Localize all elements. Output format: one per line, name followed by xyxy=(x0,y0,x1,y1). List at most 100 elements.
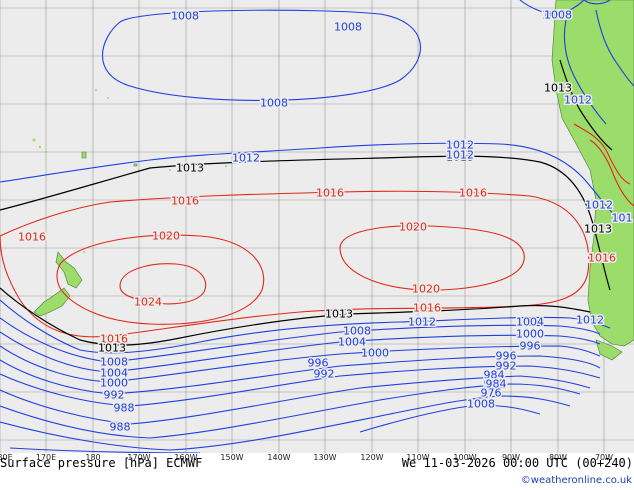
fiji-islands xyxy=(81,151,87,159)
longitude-label: 70W xyxy=(594,453,614,462)
isobar-996-south xyxy=(0,355,601,395)
isobar-label: 1012 xyxy=(232,152,260,165)
isobar-label: 1004 xyxy=(100,367,128,380)
isobar-label: 992 xyxy=(314,368,335,381)
map-panel: 1008 1008 1008 1008 1012 1012 1013 1013 1013 1016… xyxy=(0,0,634,453)
isobar-label: 992 xyxy=(496,360,517,373)
isobar-label: 1020 xyxy=(152,230,180,243)
island-dot xyxy=(179,299,181,301)
isobar-980-south xyxy=(0,395,571,451)
island-dot xyxy=(32,138,36,142)
island-dot xyxy=(38,145,42,149)
map-footer: 80E 170E 180 170W 160W 150W 140W 130W 120W 110W 10… xyxy=(0,453,634,490)
new-zealand-south-island xyxy=(33,287,71,317)
isobar-label: 996 xyxy=(308,357,329,370)
tierra-del-fuego xyxy=(595,339,623,361)
island-dot xyxy=(95,89,97,91)
isobar-label: 1012 xyxy=(446,149,474,162)
isobar-1016-ring xyxy=(0,190,590,338)
isobar-1000-south xyxy=(0,345,601,383)
isobar-label: 1012 xyxy=(564,94,592,107)
isobar-labels: 1008100810081008101210121013101310131016… xyxy=(17,7,634,435)
longitude-label: 130W xyxy=(313,453,337,462)
isobar-label: 984 xyxy=(486,378,507,391)
isobar-1012-south xyxy=(0,299,611,354)
isobar-1016-coastal-inner xyxy=(589,139,634,207)
isobar-label: 1008 xyxy=(544,9,572,22)
isobar-label: 996 xyxy=(496,350,517,363)
longitude-label: 150W xyxy=(220,453,244,462)
isobar-label: 1004 xyxy=(338,336,366,349)
isobar-label: 1013 xyxy=(176,162,204,175)
isobar-1004-south xyxy=(0,331,601,373)
longitude-label: 100W xyxy=(453,453,477,462)
isobar-1008-northeast xyxy=(519,0,585,15)
isobar-label: 1016 xyxy=(171,195,199,208)
isobar-label: 1008 xyxy=(542,9,570,22)
longitude-label: 90W xyxy=(501,453,521,462)
isobar-label: 976 xyxy=(481,387,502,400)
isobar-1024-west xyxy=(119,263,207,305)
isobar-992-south xyxy=(0,365,601,407)
longitude-label: 140W xyxy=(267,453,291,462)
isobar-label: 1000 xyxy=(361,347,389,360)
isobar-label: 1013 xyxy=(325,308,353,321)
isobar-label: 1016 xyxy=(413,302,441,315)
island-dot xyxy=(169,169,171,171)
isobar-1008-coastal xyxy=(595,9,634,87)
isobar-label: 980 xyxy=(484,378,505,391)
isobar-1012-northeast xyxy=(583,0,611,5)
isobar-1013-north xyxy=(0,155,611,291)
longitude-label: 80E xyxy=(0,453,13,462)
longitude-label: 80W xyxy=(548,453,568,462)
ocean-background xyxy=(0,0,634,453)
isobar-988-south xyxy=(0,375,591,425)
longitude-label: 170E xyxy=(35,453,57,462)
isobar-1012-coastal xyxy=(563,19,607,125)
isobar-label: 1013 xyxy=(584,223,612,236)
credit-link[interactable]: ©weatheronline.co.uk xyxy=(520,475,632,486)
isobar-label: 1016 xyxy=(459,187,487,200)
isobar-1012-north xyxy=(0,142,621,221)
isobar-label: 996 xyxy=(520,340,541,353)
longitude-label: 180 xyxy=(85,453,101,462)
isobar-lines xyxy=(0,0,634,453)
pacific-islet xyxy=(133,163,138,167)
isobar-label: 1024 xyxy=(134,296,162,309)
isobar-label: 1020 xyxy=(399,221,427,234)
isobar-label: 1008 xyxy=(467,398,495,411)
land-masses xyxy=(33,0,634,361)
isobar-label: 1008 xyxy=(343,325,371,338)
isobar-label: 1008 xyxy=(100,356,128,369)
valid-time: We 11-03-2026 00:00 UTC (00+240) xyxy=(401,456,633,470)
longitude-label: 160W xyxy=(174,453,198,462)
isobar-label: 1012 xyxy=(446,139,474,152)
isobar-label: 1016 xyxy=(316,187,344,200)
isobar-label: 1020 xyxy=(412,283,440,296)
small-islands xyxy=(32,89,227,301)
island-dot xyxy=(225,165,227,167)
isobar-label: 1016 xyxy=(18,231,46,244)
isobar-label: 1008 xyxy=(334,21,362,34)
isobar-label: 1012 xyxy=(408,316,436,329)
longitude-label: 110W xyxy=(406,453,430,462)
isobar-1008-north-low xyxy=(102,9,421,101)
isobar-label: 1012 xyxy=(576,314,604,327)
map-title: Surface pressure [hPa] ECMWF xyxy=(0,456,203,470)
isobar-1013-coastal xyxy=(559,59,613,151)
isobar-label: 1016 xyxy=(588,252,616,265)
isobar-label: 1013 xyxy=(98,342,126,355)
isobar-label: 1004 xyxy=(516,316,544,329)
isobar-label: 1008 xyxy=(171,10,199,23)
island-dot xyxy=(107,97,109,99)
isobar-label: 988 xyxy=(110,421,131,434)
isobar-label: 1012 xyxy=(585,199,613,212)
isobar-1020-west xyxy=(56,234,265,325)
pressure-map: 1008100810081008101210121013101310131016… xyxy=(0,0,634,453)
isobar-label: 1016 xyxy=(100,333,128,346)
island-dot xyxy=(44,150,48,154)
isobar-label: 992 xyxy=(104,389,125,402)
isobar-1008-south xyxy=(0,317,601,363)
isobar-976-south xyxy=(9,404,541,453)
isobar-label: 101 xyxy=(612,212,633,225)
